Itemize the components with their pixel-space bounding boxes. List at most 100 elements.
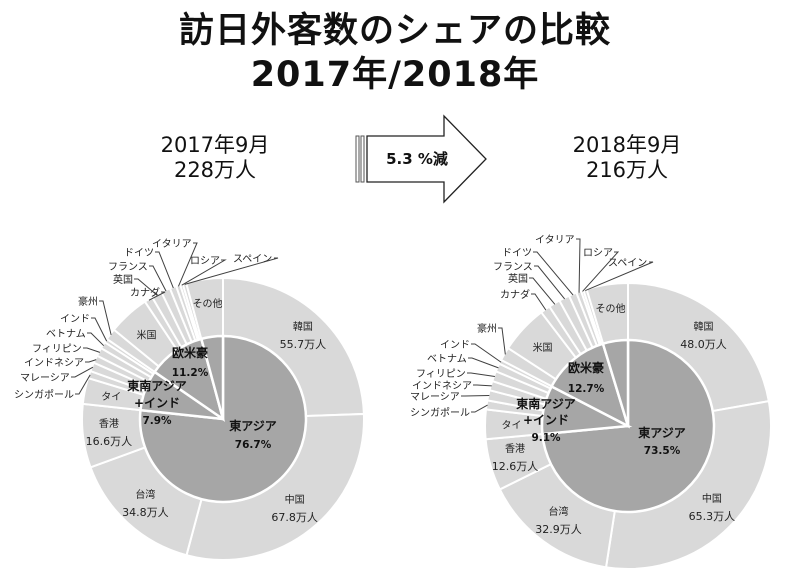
- arrow-right-icon: [355, 114, 487, 204]
- leader-line: [473, 384, 492, 387]
- leader-label: フィリピン: [416, 368, 466, 380]
- leader-line: [71, 366, 94, 378]
- leader-label: インドネシア: [412, 380, 472, 392]
- leader-label: インド: [440, 340, 470, 351]
- leader-line: [177, 242, 198, 287]
- leader-line: [576, 238, 581, 293]
- leader-label: シンガポール: [14, 389, 74, 401]
- leader-line: [534, 265, 566, 300]
- left-total: 228万人: [173, 158, 257, 182]
- leader-label: シンガポール: [410, 407, 470, 419]
- outer-label-name: 韓国: [694, 321, 714, 333]
- inner-label: 東南アジア: [516, 396, 576, 411]
- outer-label-name: 台湾: [549, 505, 569, 518]
- right-period: 2018年9月: [572, 133, 682, 157]
- change-label: 5.3 %減: [386, 150, 448, 168]
- leader-label: ベトナム: [427, 353, 467, 365]
- outer-label-value: 12.6万人: [492, 460, 539, 473]
- leader-label: スペイン: [608, 258, 647, 269]
- outer-label-name: 台湾: [135, 488, 155, 501]
- leader-line: [149, 265, 167, 292]
- outer-label-value: 65.3万人: [689, 510, 736, 523]
- leader-label: インドネシア: [24, 357, 84, 369]
- leader-line: [498, 327, 506, 355]
- leader-label: ドイツ: [124, 248, 154, 259]
- leader-label: ドイツ: [502, 248, 532, 259]
- right-summary: 2018年9月 216万人: [527, 133, 727, 183]
- inner-label: 欧米豪: [172, 345, 208, 360]
- leader-line: [531, 293, 547, 311]
- leader-label: インド: [60, 314, 90, 325]
- outer-label-value: 67.8万人: [271, 511, 318, 524]
- leader-line: [87, 332, 105, 347]
- leader-label: イタリア: [152, 238, 192, 250]
- leader-line: [85, 359, 97, 363]
- inner-slice-1-3: [601, 338, 630, 427]
- leader-label: マレーシア: [20, 373, 70, 384]
- leader-line: [529, 277, 556, 305]
- leader-line: [533, 251, 574, 296]
- outer-label-value: 48.0万人: [680, 338, 727, 351]
- inner-label: 東アジア: [638, 425, 686, 440]
- left-period: 2017年9月: [160, 133, 270, 157]
- leader-label: イタリア: [535, 234, 575, 246]
- leader-line: [83, 347, 101, 353]
- outer-label-name: 香港: [505, 443, 525, 455]
- inner-label: +インド: [134, 396, 180, 410]
- leader-line: [467, 372, 495, 377]
- outer-label-name: 香港: [99, 418, 119, 430]
- leader-label: ロシア: [583, 248, 613, 259]
- leader-line: [184, 257, 279, 285]
- page-subtitle: 2017年/2018年: [250, 55, 540, 95]
- leader-line: [181, 259, 227, 286]
- donut-chart-2: 東アジア 73.5% 東南アジア +インド 9.1% 欧米豪 12.7% 韓国 48.0万人中国…: [410, 234, 772, 570]
- leader-line: [134, 278, 158, 296]
- leader-label: フィリピン: [32, 343, 82, 355]
- leader-label: フランス: [493, 261, 533, 273]
- leader-line: [582, 251, 620, 292]
- leader-label: 豪州: [477, 322, 497, 335]
- inner-value: 73.5%: [644, 445, 681, 457]
- leader-line: [468, 357, 499, 369]
- outer-label-value: 32.9万人: [535, 523, 582, 536]
- leader-line: [461, 394, 490, 397]
- inner-value: 12.7%: [568, 383, 605, 395]
- leader-line: [471, 343, 502, 363]
- outer-label-name: その他: [193, 297, 223, 310]
- outer-label-value: 55.7万人: [280, 338, 327, 351]
- inner-slice-0-0: [138, 334, 308, 504]
- inner-value: 9.1%: [531, 432, 561, 444]
- leader-line: [75, 374, 91, 395]
- outer-label-name: 中国: [702, 492, 722, 505]
- leader-label: 英国: [113, 273, 133, 286]
- outer-label-value: 16.6万人: [86, 435, 133, 448]
- leader-line: [91, 317, 108, 342]
- leader-line: [585, 261, 654, 292]
- left-summary: 2017年9月 228万人: [115, 133, 315, 183]
- outer-label-name: タイ: [502, 420, 522, 432]
- leader-line: [155, 251, 174, 289]
- leader-label: マレーシア: [410, 392, 460, 403]
- inner-label: 東南アジア: [127, 378, 187, 393]
- leader-line: [471, 404, 488, 413]
- inner-value: 11.2%: [172, 367, 209, 379]
- leader-line: [99, 300, 112, 335]
- inner-slice-0-3: [199, 334, 225, 420]
- leader-label: 英国: [508, 272, 528, 285]
- leader-label: カナダ: [500, 288, 530, 301]
- outer-label-value: 34.8万人: [122, 506, 169, 519]
- leader-label: フランス: [108, 261, 148, 273]
- leader-label: ベトナム: [46, 328, 86, 340]
- outer-label-name: 中国: [285, 493, 305, 506]
- outer-label-name: タイ: [101, 391, 121, 403]
- leader-label: カナダ: [130, 286, 160, 299]
- outer-label-name: 米国: [136, 328, 156, 341]
- leader-label: ロシア: [190, 256, 220, 267]
- page-title: 訪日外客数のシェアの比較: [178, 11, 611, 51]
- outer-label-name: 韓国: [293, 321, 313, 333]
- inner-label: 欧米豪: [568, 360, 604, 375]
- inner-value: 7.9%: [142, 415, 172, 427]
- leader-label: 豪州: [78, 295, 98, 308]
- inner-label: 東アジア: [229, 418, 277, 433]
